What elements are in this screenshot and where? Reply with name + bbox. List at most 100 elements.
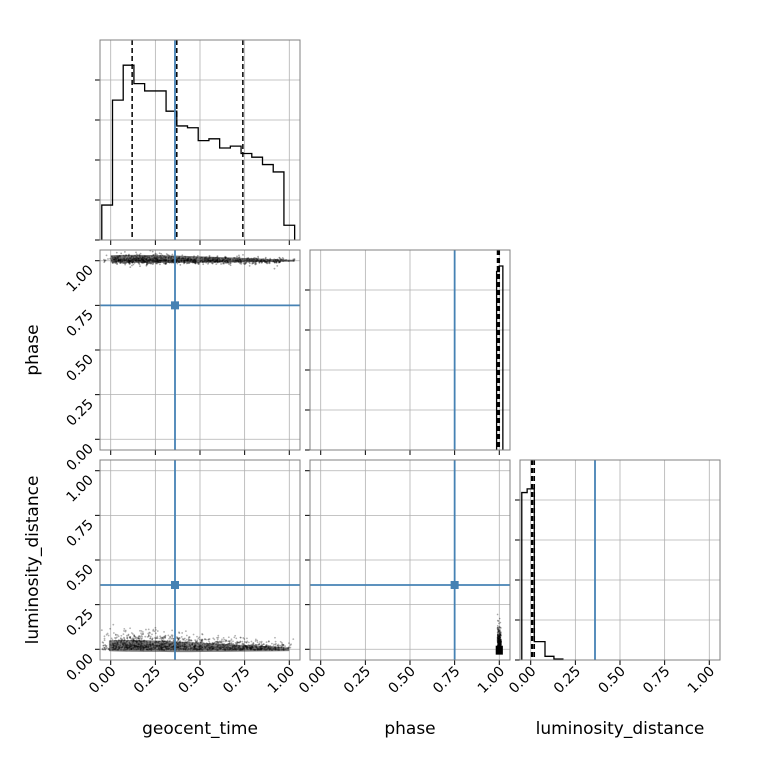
sample-point bbox=[163, 636, 166, 639]
sample-point bbox=[498, 639, 500, 642]
sample-point bbox=[497, 635, 500, 638]
sample-point bbox=[499, 633, 501, 636]
sample-point bbox=[275, 643, 277, 645]
sample-point bbox=[154, 632, 157, 635]
sample-point bbox=[500, 633, 502, 635]
plot-border bbox=[99, 39, 301, 241]
sample-point bbox=[156, 635, 159, 638]
y-tick-label: 0.50 bbox=[63, 352, 96, 385]
sample-point bbox=[140, 637, 143, 640]
sample-point bbox=[151, 263, 154, 265]
sample-point bbox=[500, 643, 502, 646]
sample-point bbox=[147, 635, 150, 638]
sample-point bbox=[229, 262, 232, 265]
sample-point bbox=[194, 262, 197, 265]
sample-point bbox=[155, 262, 158, 265]
sample-point bbox=[168, 637, 171, 640]
sample-point bbox=[498, 635, 501, 637]
sample-point bbox=[258, 261, 261, 264]
sample-point bbox=[188, 636, 191, 639]
sample-point bbox=[267, 640, 270, 643]
sample-point bbox=[142, 633, 144, 636]
sample-point bbox=[254, 263, 257, 266]
sample-point bbox=[498, 641, 500, 644]
sample-point bbox=[138, 638, 141, 640]
sample-point bbox=[272, 645, 275, 647]
sample-point bbox=[498, 629, 500, 632]
sample-point bbox=[498, 638, 501, 640]
sample-point bbox=[103, 259, 106, 262]
x-tick-label: 0.75 bbox=[640, 664, 673, 697]
sample-point bbox=[229, 264, 232, 267]
sample-point bbox=[499, 643, 501, 646]
sample-point bbox=[128, 636, 131, 639]
sample-point bbox=[134, 636, 137, 638]
sample-point bbox=[276, 264, 279, 267]
sample-point bbox=[498, 643, 501, 645]
sample-point bbox=[105, 645, 107, 648]
sample-point bbox=[260, 644, 263, 647]
sample-point bbox=[497, 635, 499, 638]
sample-point bbox=[112, 632, 115, 634]
sample-point bbox=[500, 642, 502, 644]
sample-point bbox=[188, 636, 190, 638]
sample-point bbox=[128, 262, 130, 265]
sample-point bbox=[114, 262, 117, 265]
sample-point bbox=[187, 640, 190, 643]
sample-point bbox=[500, 640, 502, 642]
sample-point bbox=[497, 643, 499, 646]
sample-point bbox=[147, 634, 150, 636]
x-axis-label-phase: phase bbox=[384, 719, 435, 739]
sample-point bbox=[177, 638, 180, 641]
y-tick-label: 0.00 bbox=[63, 441, 96, 474]
sample-point bbox=[197, 637, 200, 640]
sample-point bbox=[115, 634, 117, 636]
sample-point bbox=[266, 261, 269, 264]
sample-point bbox=[499, 640, 501, 642]
sample-point bbox=[227, 261, 230, 264]
sample-point bbox=[177, 639, 180, 641]
sample-point bbox=[137, 637, 140, 639]
sample-point bbox=[129, 637, 132, 639]
sample-point bbox=[497, 636, 500, 639]
sample-point bbox=[499, 626, 501, 628]
sample-point bbox=[181, 632, 184, 634]
sample-point bbox=[151, 250, 154, 253]
sample-point bbox=[498, 642, 501, 644]
sample-point bbox=[259, 641, 261, 643]
sample-point bbox=[239, 636, 242, 639]
sample-point bbox=[145, 263, 148, 266]
sample-point bbox=[264, 644, 267, 647]
sample-point bbox=[498, 625, 500, 628]
sample-point bbox=[155, 637, 158, 639]
sample-point bbox=[499, 643, 502, 646]
sample-point bbox=[498, 642, 500, 645]
sample-point bbox=[228, 642, 231, 644]
sample-point bbox=[135, 637, 137, 640]
sample-point bbox=[230, 639, 232, 642]
sample-point bbox=[497, 629, 500, 632]
sample-point bbox=[273, 643, 275, 646]
sample-point bbox=[498, 635, 500, 638]
sample-point bbox=[498, 642, 501, 645]
sample-point bbox=[105, 254, 108, 257]
sample-point bbox=[499, 626, 502, 629]
sample-point bbox=[497, 638, 500, 641]
sample-point bbox=[200, 639, 203, 642]
sample-point bbox=[132, 638, 134, 641]
sample-point bbox=[179, 263, 182, 266]
sample-point bbox=[498, 637, 500, 640]
sample-point bbox=[282, 643, 285, 646]
sample-point bbox=[497, 642, 500, 645]
sample-point bbox=[255, 643, 257, 646]
sample-point bbox=[123, 630, 125, 632]
sample-point bbox=[497, 643, 499, 645]
sample-point bbox=[132, 637, 134, 640]
sample-point bbox=[212, 637, 215, 640]
sample-point bbox=[159, 635, 162, 638]
sample-point bbox=[277, 261, 280, 264]
sample-point bbox=[115, 262, 118, 265]
sample-point bbox=[497, 642, 500, 645]
sample-point bbox=[498, 643, 501, 645]
sample-point bbox=[154, 253, 156, 256]
